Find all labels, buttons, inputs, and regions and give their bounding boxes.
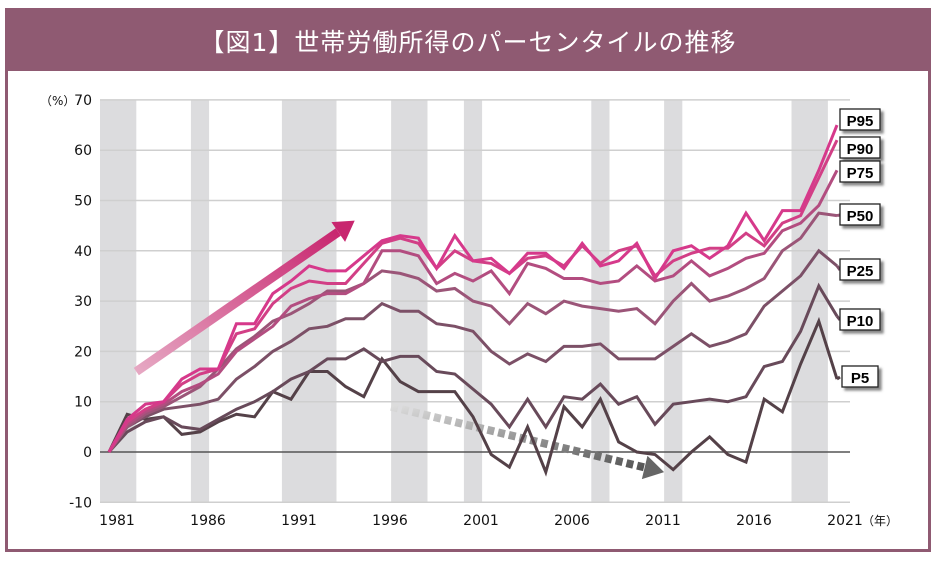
label-box-frame (839, 308, 881, 331)
series-line-p10 (107, 282, 839, 454)
series-label: P95 (847, 113, 874, 130)
y-tick-label: 50 (74, 194, 92, 210)
series-label: P50 (847, 208, 874, 225)
series-label: P75 (847, 165, 874, 182)
series-line-p5 (107, 316, 839, 477)
label-box-frame (839, 136, 881, 159)
series-label: P10 (847, 313, 874, 330)
series-label: P5 (851, 370, 869, 387)
x-tick-label: 1991 (281, 513, 317, 529)
label-box-p95 (839, 108, 881, 131)
x-tick-label: 1981 (99, 513, 135, 529)
y-tick-label: 40 (74, 244, 92, 260)
label-box-p50 (839, 203, 881, 226)
series-line-p50 (107, 211, 838, 453)
label-box-p5 (841, 365, 879, 388)
x-tick-label: 2016 (736, 513, 772, 529)
label-leader (836, 375, 841, 381)
x-tick-label: 2001 (463, 513, 499, 529)
x-tick-label: 1996 (372, 513, 408, 529)
series-line-p75 (107, 169, 839, 453)
trend-down-arrowhead (641, 455, 665, 480)
label-box-frame (839, 258, 881, 281)
x-tick-label: 2006 (554, 513, 590, 529)
label-box-p90 (839, 136, 881, 159)
y-axis-unit: （%） (40, 94, 75, 108)
label-box-p25 (839, 258, 881, 281)
y-tick-label: 0 (83, 445, 92, 461)
y-tick-label: 60 (74, 143, 92, 159)
label-box-frame (839, 203, 881, 226)
trend-up-arrow (133, 228, 341, 376)
y-tick-label: 30 (74, 294, 92, 310)
x-tick-label: 1986 (190, 513, 226, 529)
label-box-frame (841, 365, 879, 388)
y-tick-label: 70 (74, 93, 92, 109)
series-line-p25 (107, 248, 838, 453)
x-tick-label: 2021 (827, 513, 863, 529)
series-label: P25 (847, 263, 874, 280)
y-tick-label: 10 (74, 395, 92, 411)
x-axis-unit: （年） (862, 514, 898, 528)
trend-up-arrowhead (331, 220, 355, 242)
series-line-p95 (107, 124, 839, 453)
label-box-frame (839, 108, 881, 131)
x-tick-label: 2011 (645, 513, 681, 529)
y-tick-label: -10 (69, 495, 92, 511)
y-tick-label: 20 (74, 344, 92, 360)
label-box-p10 (839, 308, 881, 331)
label-box-p75 (839, 160, 881, 183)
series-label: P90 (847, 141, 874, 158)
chart-title: 【図1】世帯労働所得のパーセンタイルの推移 (8, 11, 928, 71)
label-box-frame (839, 160, 881, 183)
